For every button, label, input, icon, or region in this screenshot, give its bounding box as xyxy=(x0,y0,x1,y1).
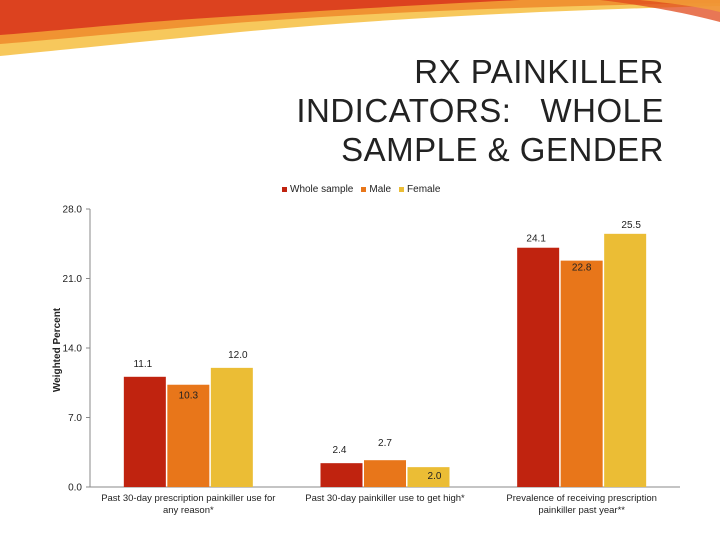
bar-female-1 xyxy=(210,367,253,487)
bar-whole-sample-1 xyxy=(123,376,166,487)
y-tick-label: 28.0 xyxy=(63,205,83,216)
data-label: 11.1 xyxy=(133,359,152,370)
bar-whole-sample-2 xyxy=(320,463,363,487)
x-category-label: painkiller past year** xyxy=(538,505,625,516)
data-label: 24.1 xyxy=(526,234,546,245)
bar-male-1 xyxy=(167,384,210,487)
legend-item-female: Female xyxy=(399,183,440,195)
y-tick-label: 7.0 xyxy=(68,413,82,424)
data-label: 10.3 xyxy=(179,391,199,402)
title-line-3: SAMPLE & GENDER xyxy=(341,131,664,168)
bar-male-2 xyxy=(364,460,406,487)
data-label: 25.5 xyxy=(621,220,641,231)
legend-item-whole-sample: Whole sample xyxy=(282,183,353,195)
bar-whole-sample-3 xyxy=(517,247,560,487)
y-axis-label: Weighted Percent xyxy=(52,307,63,392)
legend-swatch-male xyxy=(361,186,367,192)
title-line-1: RX PAINKILLER xyxy=(414,53,664,90)
x-category-label: Prevalence of receiving prescription xyxy=(506,493,657,504)
legend-label-female: Female xyxy=(407,183,441,195)
y-tick-label: 0.0 xyxy=(68,483,82,494)
data-label: 2.7 xyxy=(378,438,392,449)
bar-male-3 xyxy=(560,260,603,487)
data-label: 2.4 xyxy=(333,445,347,456)
legend-label-male: Male xyxy=(369,183,392,195)
legend-swatch-whole-sample xyxy=(282,186,287,192)
data-label: 22.8 xyxy=(572,263,592,274)
bar-female-2 xyxy=(407,467,450,487)
legend-item-male: Male xyxy=(361,183,391,195)
bar-female-3 xyxy=(604,233,647,487)
x-category-label: any reason* xyxy=(163,505,214,516)
data-label: 2.0 xyxy=(428,471,442,482)
slide-title: RX PAINKILLER INDICATORS: WHOLE SAMPLE &… xyxy=(184,52,664,169)
decorative-swoosh xyxy=(0,0,720,56)
y-tick-label: 14.0 xyxy=(63,344,83,355)
chart-legend: Whole sample Male Female xyxy=(282,183,440,195)
x-category-label: Past 30-day painkiller use to get high* xyxy=(305,493,465,504)
data-label: 12.0 xyxy=(228,350,248,361)
legend-swatch-female xyxy=(399,186,405,192)
x-category-label: Past 30-day prescription painkiller use … xyxy=(101,493,275,504)
legend-label-whole-sample: Whole sample xyxy=(290,183,354,195)
y-tick-label: 21.0 xyxy=(63,274,83,285)
title-line-2: INDICATORS: WHOLE xyxy=(296,92,664,129)
